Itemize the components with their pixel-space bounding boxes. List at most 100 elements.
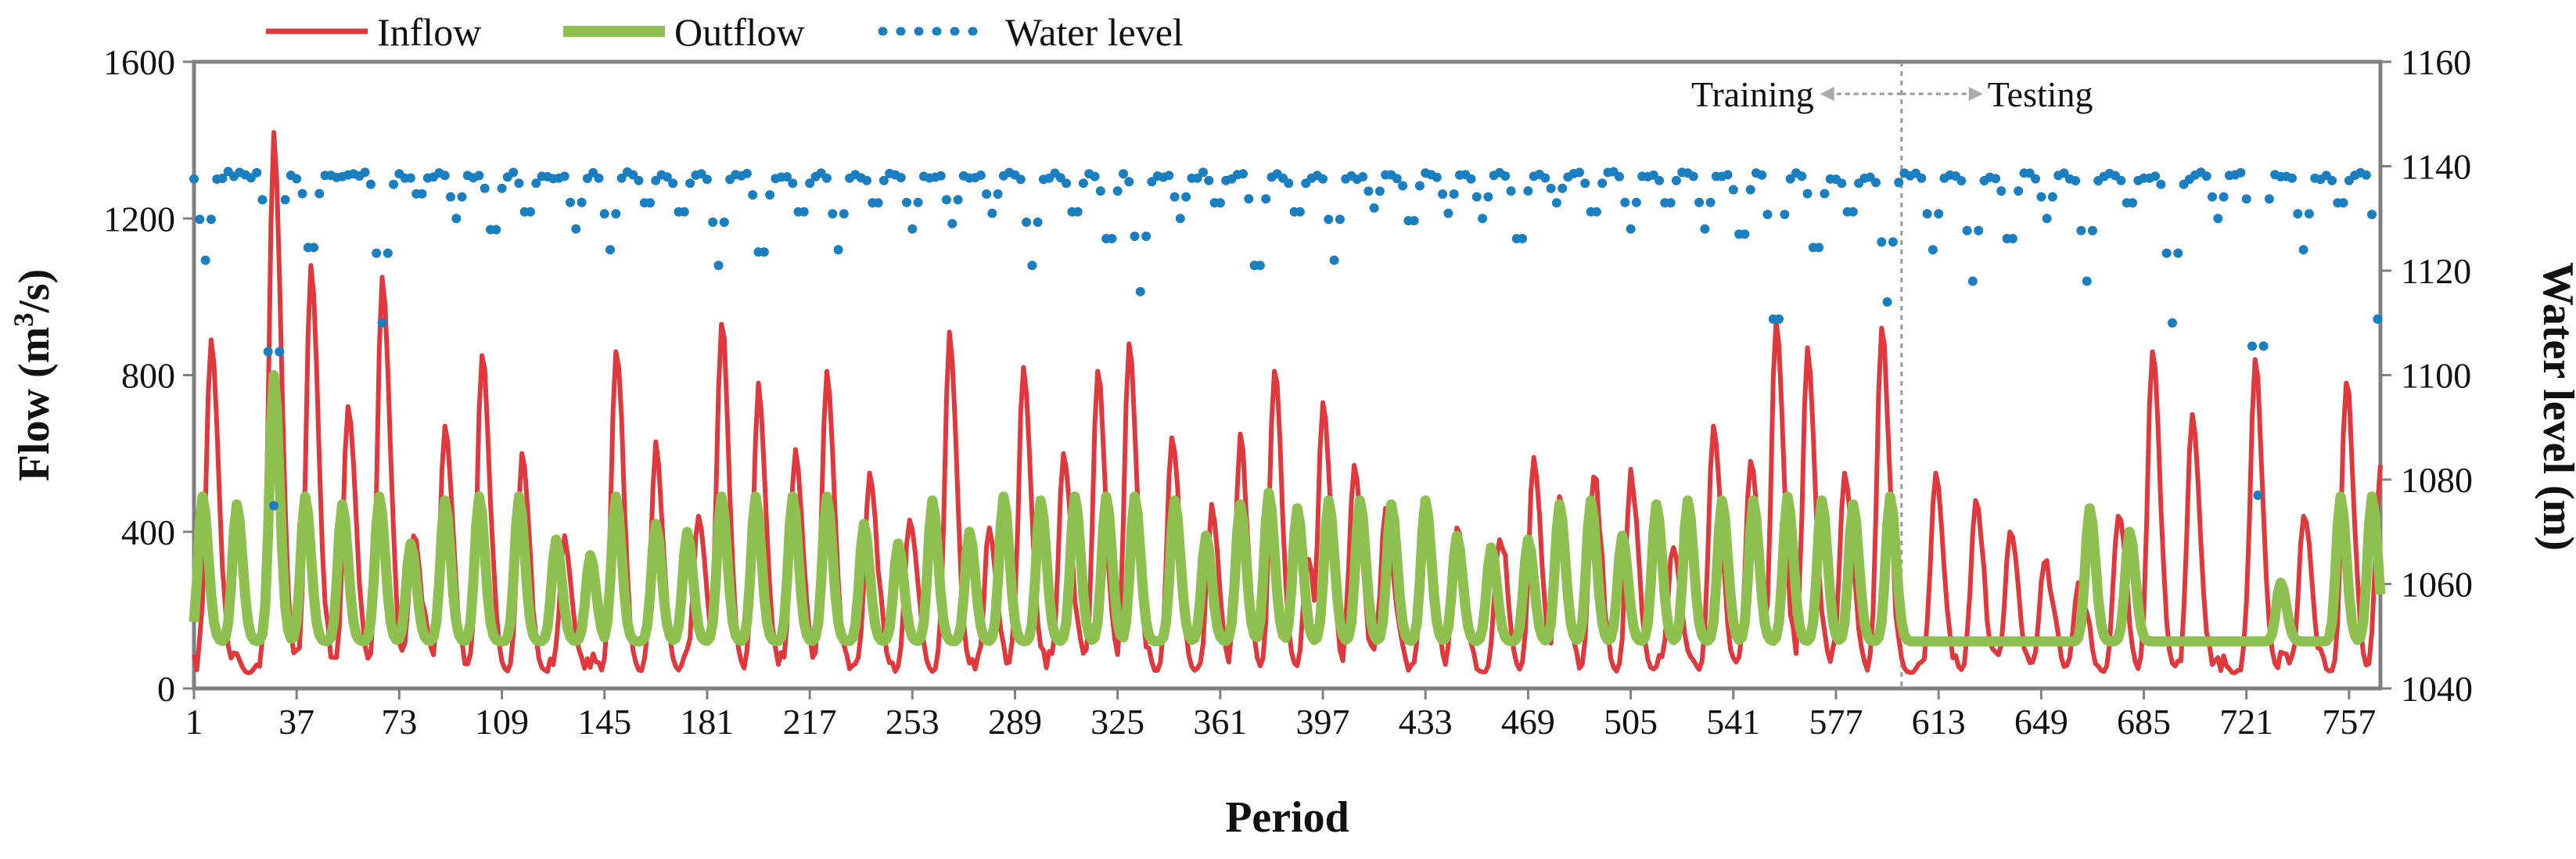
water-level-point	[1620, 197, 1630, 207]
water-level-point	[2168, 318, 2177, 328]
water-level-point	[896, 173, 906, 182]
y-left-tick-label: 1600	[103, 42, 175, 82]
water-level-point	[987, 208, 997, 218]
water-level-point	[1654, 175, 1665, 185]
water-level-point	[1551, 198, 1561, 208]
water-level-point	[1095, 186, 1105, 196]
water-level-point	[1871, 178, 1881, 188]
x-tick-label: 757	[2322, 702, 2376, 742]
water-level-point	[1107, 234, 1117, 243]
water-level-point	[2253, 491, 2263, 500]
water-level-point	[491, 225, 501, 235]
x-tick-label: 73	[381, 702, 417, 742]
water-level-point	[1124, 177, 1134, 187]
water-level-point	[1575, 167, 1584, 178]
water-level-point	[1934, 209, 1944, 219]
water-level-point	[2287, 173, 2297, 183]
water-level-point	[1922, 209, 1932, 219]
water-level-point	[206, 214, 216, 225]
y-right-tick-label: 1100	[2401, 356, 2471, 396]
water-level-point	[2219, 192, 2229, 202]
series-layer	[189, 130, 2386, 675]
water-level-point	[1483, 192, 1493, 202]
water-level-point	[942, 195, 951, 205]
water-level-point	[1888, 237, 1898, 247]
y-right-tick-label: 1040	[2401, 669, 2473, 709]
water-level-point	[713, 261, 724, 271]
water-level-point	[1192, 173, 1202, 183]
water-level-point	[440, 171, 450, 181]
water-level-point	[1062, 178, 1072, 189]
water-level-point	[1837, 178, 1847, 189]
water-level-point	[708, 217, 718, 227]
x-tick-label: 181	[680, 702, 734, 742]
water-level-point	[1780, 210, 1790, 220]
water-level-point	[2264, 194, 2274, 204]
x-tick-label: 217	[783, 702, 837, 742]
water-level-point	[1723, 170, 1733, 180]
water-level-point	[252, 167, 262, 178]
water-level-point	[497, 183, 507, 193]
y-left-tick-label: 800	[121, 356, 175, 396]
water-level-point	[2258, 341, 2269, 351]
water-level-point	[782, 172, 792, 182]
water-level-point	[1329, 255, 1339, 265]
water-level-point	[2213, 214, 2223, 224]
water-level-point	[645, 198, 656, 208]
water-level-point	[1238, 169, 1248, 179]
water-level-point	[2327, 175, 2337, 185]
series-points-water-level	[189, 167, 2383, 511]
water-level-point	[2150, 171, 2161, 182]
water-level-point	[582, 174, 592, 183]
x-tick-label: 397	[1296, 702, 1350, 742]
x-tick-label: 433	[1399, 702, 1453, 742]
water-level-point	[2156, 179, 2166, 189]
water-level-point	[873, 198, 883, 208]
water-level-point	[1175, 214, 1185, 224]
water-level-point	[217, 174, 228, 183]
water-level-point	[2298, 245, 2308, 255]
water-level-point	[280, 195, 290, 205]
water-level-point	[2059, 168, 2069, 178]
water-level-point	[451, 214, 462, 224]
water-level-point	[1774, 314, 1784, 324]
water-level-point	[1785, 174, 1795, 184]
water-level-point	[2036, 192, 2046, 202]
x-tick-label: 109	[475, 702, 529, 742]
training-arrow-head	[1820, 87, 1834, 101]
water-level-point	[2014, 186, 2024, 196]
water-level-point	[799, 207, 809, 217]
water-level-point	[1877, 237, 1887, 247]
water-level-point	[508, 167, 519, 178]
water-level-point	[805, 178, 815, 189]
x-tick-label: 685	[2117, 702, 2171, 742]
water-level-point	[2031, 174, 2041, 184]
water-level-point	[577, 197, 587, 207]
water-level-point	[417, 189, 427, 199]
water-level-point	[2173, 248, 2183, 258]
testing-label: Testing	[1988, 74, 2093, 114]
water-level-point	[862, 175, 871, 185]
water-level-point	[1409, 216, 1419, 226]
water-level-point	[1335, 214, 1345, 225]
water-level-point	[275, 347, 285, 357]
x-tick-label: 289	[988, 702, 1042, 742]
water-level-point	[1135, 286, 1145, 297]
water-level-point	[1917, 173, 1927, 183]
water-level-point	[1597, 178, 1608, 189]
water-level-point	[1956, 176, 1967, 185]
water-level-point	[651, 175, 661, 185]
water-level-point	[1500, 171, 1511, 181]
water-level-point	[2247, 341, 2257, 351]
x-tick-label: 541	[1706, 702, 1760, 742]
water-level-point	[1112, 186, 1123, 196]
water-level-point	[571, 224, 581, 234]
y-right-tick-label: 1120	[2401, 251, 2471, 291]
axis-ticks-layer: 1 37 73 109 145 181 217 253 289 325 361 397 433 469 50…	[103, 42, 2473, 742]
water-level-point	[822, 173, 832, 183]
water-level-point	[1130, 232, 1140, 241]
water-level-point	[2241, 194, 2251, 204]
y-axis-left-title-tail: /s)	[10, 269, 59, 314]
y-axis-left-title: Flow (m3/s)	[8, 269, 59, 482]
water-level-point	[1255, 261, 1265, 271]
